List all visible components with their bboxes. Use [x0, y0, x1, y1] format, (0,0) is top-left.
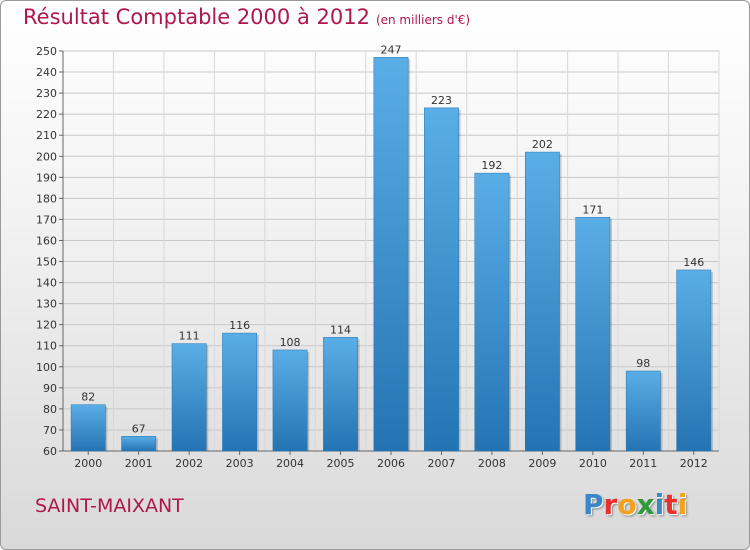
bar	[676, 269, 712, 452]
y-tick-label: 250	[36, 45, 57, 58]
chart-title: Résultat Comptable 2000 à 2012 (en millie…	[23, 5, 470, 29]
bar-value-label: 111	[179, 330, 200, 343]
y-tick-label: 110	[36, 340, 57, 353]
y-tick-label: 190	[36, 171, 57, 184]
bar	[121, 436, 157, 452]
logo-letter: i	[654, 488, 665, 521]
bar	[424, 107, 459, 452]
y-tick-label: 230	[36, 87, 57, 100]
x-tick-label: 2007	[427, 457, 455, 470]
commune-name: SAINT-MAIXANT	[35, 495, 184, 517]
x-tick-label: 2006	[377, 457, 405, 470]
y-tick-label: 180	[36, 192, 57, 205]
x-tick-labels: 2000 2001 2002 2003 2004 2005 2006 2007 2008 2009…	[74, 457, 708, 470]
x-tick-label: 2012	[680, 457, 708, 470]
y-tick-label: 80	[43, 403, 57, 416]
x-tick-label: 2001	[125, 457, 153, 470]
y-tick-label: 100	[36, 361, 57, 374]
y-tick-label: 60	[43, 445, 57, 458]
bar	[323, 337, 358, 452]
y-tick-label: 170	[36, 213, 57, 226]
proxiti-logo: Proxiti	[583, 488, 687, 521]
bar	[625, 370, 661, 452]
bar-value-label: 98	[636, 357, 650, 370]
x-tick-label: 2005	[327, 457, 355, 470]
x-tick-label: 2000	[74, 457, 102, 470]
x-tick-label: 2009	[528, 457, 556, 470]
chart-title-text: Résultat Comptable 2000 à 2012	[23, 5, 370, 29]
bar-value-label: 67	[132, 422, 146, 435]
value-labels: 82 67 111 116 108 114 247 223 192 202 171 98 146	[81, 43, 704, 435]
y-tick-label: 90	[43, 382, 57, 395]
x-tick-label: 2003	[226, 457, 254, 470]
y-tick-label: 160	[36, 234, 57, 247]
bar-value-label: 146	[683, 256, 704, 269]
bar-value-label: 247	[381, 43, 402, 56]
bars	[70, 57, 713, 452]
bar-value-label: 202	[532, 138, 553, 151]
bar	[474, 172, 510, 452]
chart-subtitle: (en milliers d'€)	[375, 13, 471, 27]
logo-letter: r	[603, 488, 618, 521]
bar	[373, 57, 409, 452]
logo-letter: i	[677, 488, 688, 521]
bar	[524, 151, 560, 452]
bar	[575, 217, 611, 452]
y-tick-label: 210	[36, 129, 57, 142]
x-tick-label: 2002	[175, 457, 203, 470]
bar-value-label: 223	[431, 94, 452, 107]
x-tick-label: 2004	[276, 457, 304, 470]
bar-value-label: 116	[229, 319, 250, 332]
bar-value-label: 108	[280, 336, 301, 349]
y-tick-label: 70	[43, 424, 57, 437]
bar-value-label: 192	[481, 159, 502, 172]
bar	[171, 343, 207, 452]
bar	[222, 332, 258, 452]
y-tick-labels: 60 70 80 90 100 110 120 130 140 150 160 170 180 190 20…	[36, 45, 57, 458]
logo-letter: t	[664, 488, 678, 521]
x-tick-label: 2008	[478, 457, 506, 470]
x-tick-label: 2011	[629, 457, 657, 470]
bar	[272, 349, 308, 452]
y-tick-label: 140	[36, 277, 57, 290]
y-tick-label: 200	[36, 150, 57, 163]
bar-value-label: 114	[330, 323, 351, 336]
bar	[70, 404, 106, 452]
y-tick-label: 220	[36, 108, 57, 121]
bar-value-label: 171	[582, 203, 603, 216]
y-tick-label: 130	[36, 298, 57, 311]
y-tick-label: 120	[36, 319, 57, 332]
x-tick-label: 2010	[579, 457, 607, 470]
y-tick-label: 150	[36, 256, 57, 269]
y-tick-label: 240	[36, 66, 57, 79]
bar-value-label: 82	[81, 391, 95, 404]
logo-letter: P	[583, 488, 604, 521]
logo-letter: o	[617, 488, 637, 521]
logo-letter: x	[636, 488, 655, 521]
